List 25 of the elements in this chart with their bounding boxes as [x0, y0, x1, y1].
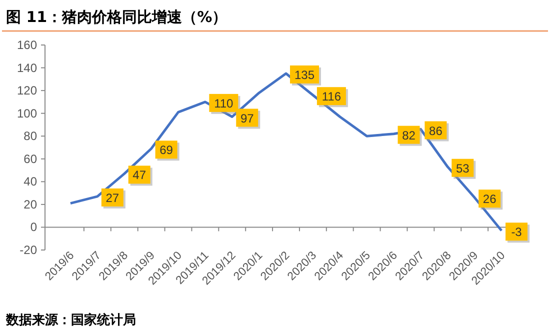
y-tick-label: 140 [16, 60, 38, 75]
y-tick-label: 40 [24, 174, 38, 189]
data-label: -3 [511, 225, 522, 240]
data-label: 110 [214, 96, 234, 110]
data-label: 69 [160, 143, 174, 158]
data-label: 82 [402, 128, 416, 142]
data-label: 27 [106, 190, 120, 205]
chart-title: 图 11：猪肉价格同比增速（%） [6, 8, 228, 26]
y-tick-label: 120 [16, 84, 38, 98]
y-tick-label: 100 [16, 106, 38, 120]
y-tick-label: 60 [24, 152, 38, 166]
data-label: 135 [294, 68, 315, 82]
line-series [69, 72, 503, 232]
y-tick-label: 80 [24, 129, 38, 144]
data-label: 47 [132, 168, 146, 182]
y-tick-label: 0 [30, 220, 38, 234]
data-label: 116 [322, 90, 342, 104]
data-label: 86 [429, 124, 443, 138]
y-tick-label: 160 [16, 38, 38, 52]
source-note: 数据来源：国家统计局 [5, 312, 136, 328]
y-tick-label: -20 [20, 243, 38, 257]
y-tick-label: 20 [24, 197, 38, 212]
data-label: 53 [456, 161, 470, 176]
data-label: 97 [240, 111, 254, 126]
data-label: 26 [482, 192, 497, 206]
